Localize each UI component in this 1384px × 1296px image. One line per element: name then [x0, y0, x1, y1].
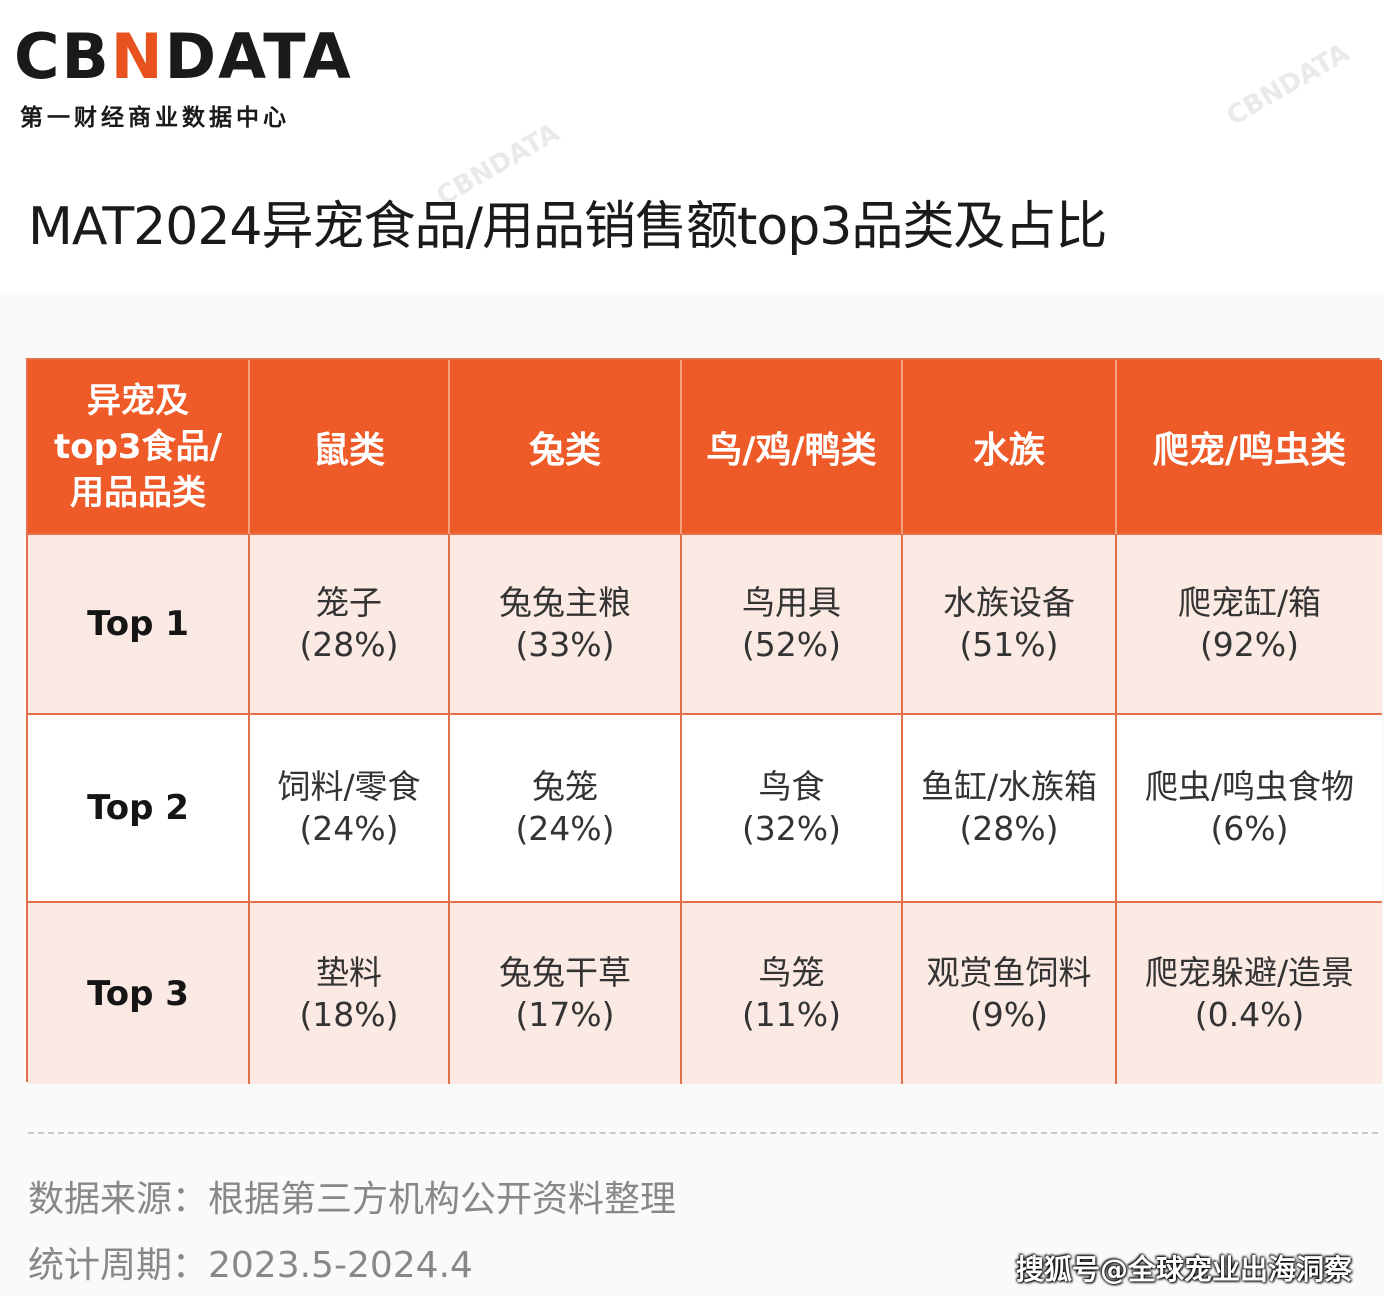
corner-header-line: 用品品类	[70, 472, 206, 513]
item-percentage: (17%)	[515, 994, 615, 1034]
column-header: 鸟/鸡/鸭类	[682, 360, 903, 535]
table-cell: 鸟笼 (11%)	[682, 903, 903, 1084]
logo-tagline: 第一财经商业数据中心	[20, 105, 290, 131]
item-name: 鸟笼	[758, 952, 825, 992]
item-name: 饲料/零食	[277, 767, 421, 806]
table-cell: 兔兔主粮 (33%)	[450, 535, 682, 715]
table-cell: 爬宠躲避/造景 (0.4%)	[1117, 903, 1382, 1084]
item-name: 爬宠躲避/造景	[1144, 952, 1355, 992]
item-percentage: (52%)	[741, 625, 842, 664]
item-percentage: (24%)	[515, 809, 615, 848]
table-cell: 观赏鱼饲料 (9%)	[903, 903, 1117, 1084]
footer-divider	[28, 1132, 1378, 1134]
item-name: 鸟用具	[742, 583, 841, 622]
item-name: 笼子	[316, 583, 382, 622]
logo-suffix: DATA	[164, 20, 353, 93]
item-percentage: (11%)	[741, 994, 842, 1034]
column-header: 水族	[903, 360, 1117, 535]
item-percentage: (6%)	[1210, 809, 1289, 848]
item-percentage: (51%)	[959, 625, 1059, 664]
table-cell: 爬虫/鸣虫食物 (6%)	[1117, 715, 1382, 903]
item-name: 鱼缸/水族箱	[920, 767, 1098, 806]
column-header: 兔类	[450, 360, 682, 535]
item-percentage: (18%)	[299, 994, 399, 1034]
column-header: 鼠类	[250, 360, 450, 535]
item-name: 水族设备	[943, 583, 1075, 622]
table-cell: 水族设备 (51%)	[903, 535, 1117, 715]
item-name: 观赏鱼饲料	[926, 952, 1092, 992]
rank-label: Top 2	[28, 715, 250, 903]
item-percentage: (92%)	[1199, 625, 1300, 664]
item-name: 鸟食	[758, 767, 825, 806]
table-cell: 笼子 (28%)	[250, 535, 450, 715]
stat-period-note: 统计周期：2023.5-2024.4	[28, 1245, 473, 1286]
column-header: 爬宠/鸣虫类	[1117, 360, 1382, 535]
category-table: 异宠及 top3食品/用品品类 鼠类 兔类 鸟/鸡/鸭类 水族 爬宠/鸣虫类 Top 1 笼子(…	[26, 358, 1382, 1084]
item-name: 兔兔干草	[499, 952, 631, 992]
item-percentage: (33%)	[515, 625, 615, 664]
item-percentage: (28%)	[959, 809, 1059, 848]
data-source-note: 数据来源：根据第三方机构公开资料整理	[28, 1179, 677, 1220]
item-name: 兔兔主粮	[499, 583, 631, 622]
item-name: 兔笼	[532, 767, 598, 806]
corner-header: 异宠及 top3食品/用品品类	[28, 360, 250, 535]
logo-prefix: CB	[14, 20, 111, 93]
table-cell: 鸟用具 (52%)	[682, 535, 903, 715]
corner-header-line: top3食品/	[53, 426, 223, 467]
table-cell: 兔兔干草 (17%)	[450, 903, 682, 1084]
brand-logo: CBNDATA 第一财经商业数据中心	[14, 22, 353, 132]
table-cell: 爬宠缸/箱 (92%)	[1117, 535, 1382, 715]
table-cell: 兔笼 (24%)	[450, 715, 682, 903]
item-percentage: (0.4%)	[1194, 994, 1305, 1034]
item-percentage: (24%)	[299, 809, 399, 848]
logo-wordmark: CBNDATA	[14, 22, 353, 92]
item-name: 爬虫/鸣虫食物	[1144, 767, 1355, 806]
corner-header-line: 异宠及	[87, 380, 189, 421]
item-percentage: (28%)	[299, 625, 399, 664]
rank-label: Top 3	[28, 903, 250, 1084]
table-cell: 饲料/零食 (24%)	[250, 715, 450, 903]
item-percentage: (32%)	[741, 809, 842, 848]
item-name: 爬宠缸/箱	[1177, 583, 1322, 622]
sohu-watermark: 搜狐号@全球宠业出海洞察	[1015, 1253, 1352, 1286]
watermark-stamp: CBNDATA	[1221, 37, 1355, 133]
item-percentage: (9%)	[969, 994, 1049, 1034]
table-cell: 鱼缸/水族箱 (28%)	[903, 715, 1117, 903]
table-cell: 垫料 (18%)	[250, 903, 450, 1084]
table-cell: 鸟食 (32%)	[682, 715, 903, 903]
logo-mark: N	[110, 20, 165, 93]
item-name: 垫料	[316, 952, 382, 992]
rank-label: Top 1	[28, 535, 250, 715]
chart-title: MAT2024异宠食品/用品销售额top3品类及占比	[28, 197, 1107, 257]
